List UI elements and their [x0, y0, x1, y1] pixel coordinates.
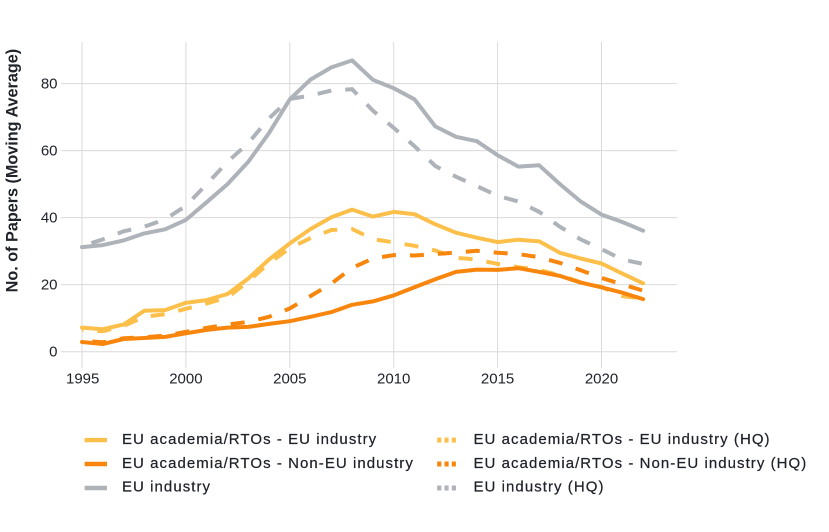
svg-text:EU industry: EU industry: [122, 479, 211, 496]
svg-text:2000: 2000: [169, 371, 202, 388]
svg-text:No. of Papers (Moving Average): No. of Papers (Moving Average): [4, 49, 22, 292]
svg-text:2015: 2015: [481, 371, 514, 388]
svg-text:2020: 2020: [585, 371, 618, 388]
svg-text:EU academia/RTOs - Non-EU indu: EU academia/RTOs - Non-EU industry (HQ): [474, 455, 808, 472]
svg-text:20: 20: [41, 276, 58, 293]
svg-text:1995: 1995: [66, 371, 99, 388]
svg-text:80: 80: [41, 75, 58, 92]
svg-text:60: 60: [41, 142, 58, 159]
svg-text:EU industry (HQ): EU industry (HQ): [474, 479, 605, 496]
svg-text:0: 0: [49, 343, 57, 360]
svg-text:EU academia/RTOs - EU industry: EU academia/RTOs - EU industry: [122, 431, 377, 448]
svg-text:40: 40: [41, 209, 58, 226]
svg-text:EU academia/RTOs - Non-EU indu: EU academia/RTOs - Non-EU industry: [122, 455, 414, 472]
svg-text:2010: 2010: [377, 371, 410, 388]
svg-text:2005: 2005: [273, 371, 306, 388]
svg-text:EU academia/RTOs - EU industry: EU academia/RTOs - EU industry (HQ): [474, 431, 771, 448]
